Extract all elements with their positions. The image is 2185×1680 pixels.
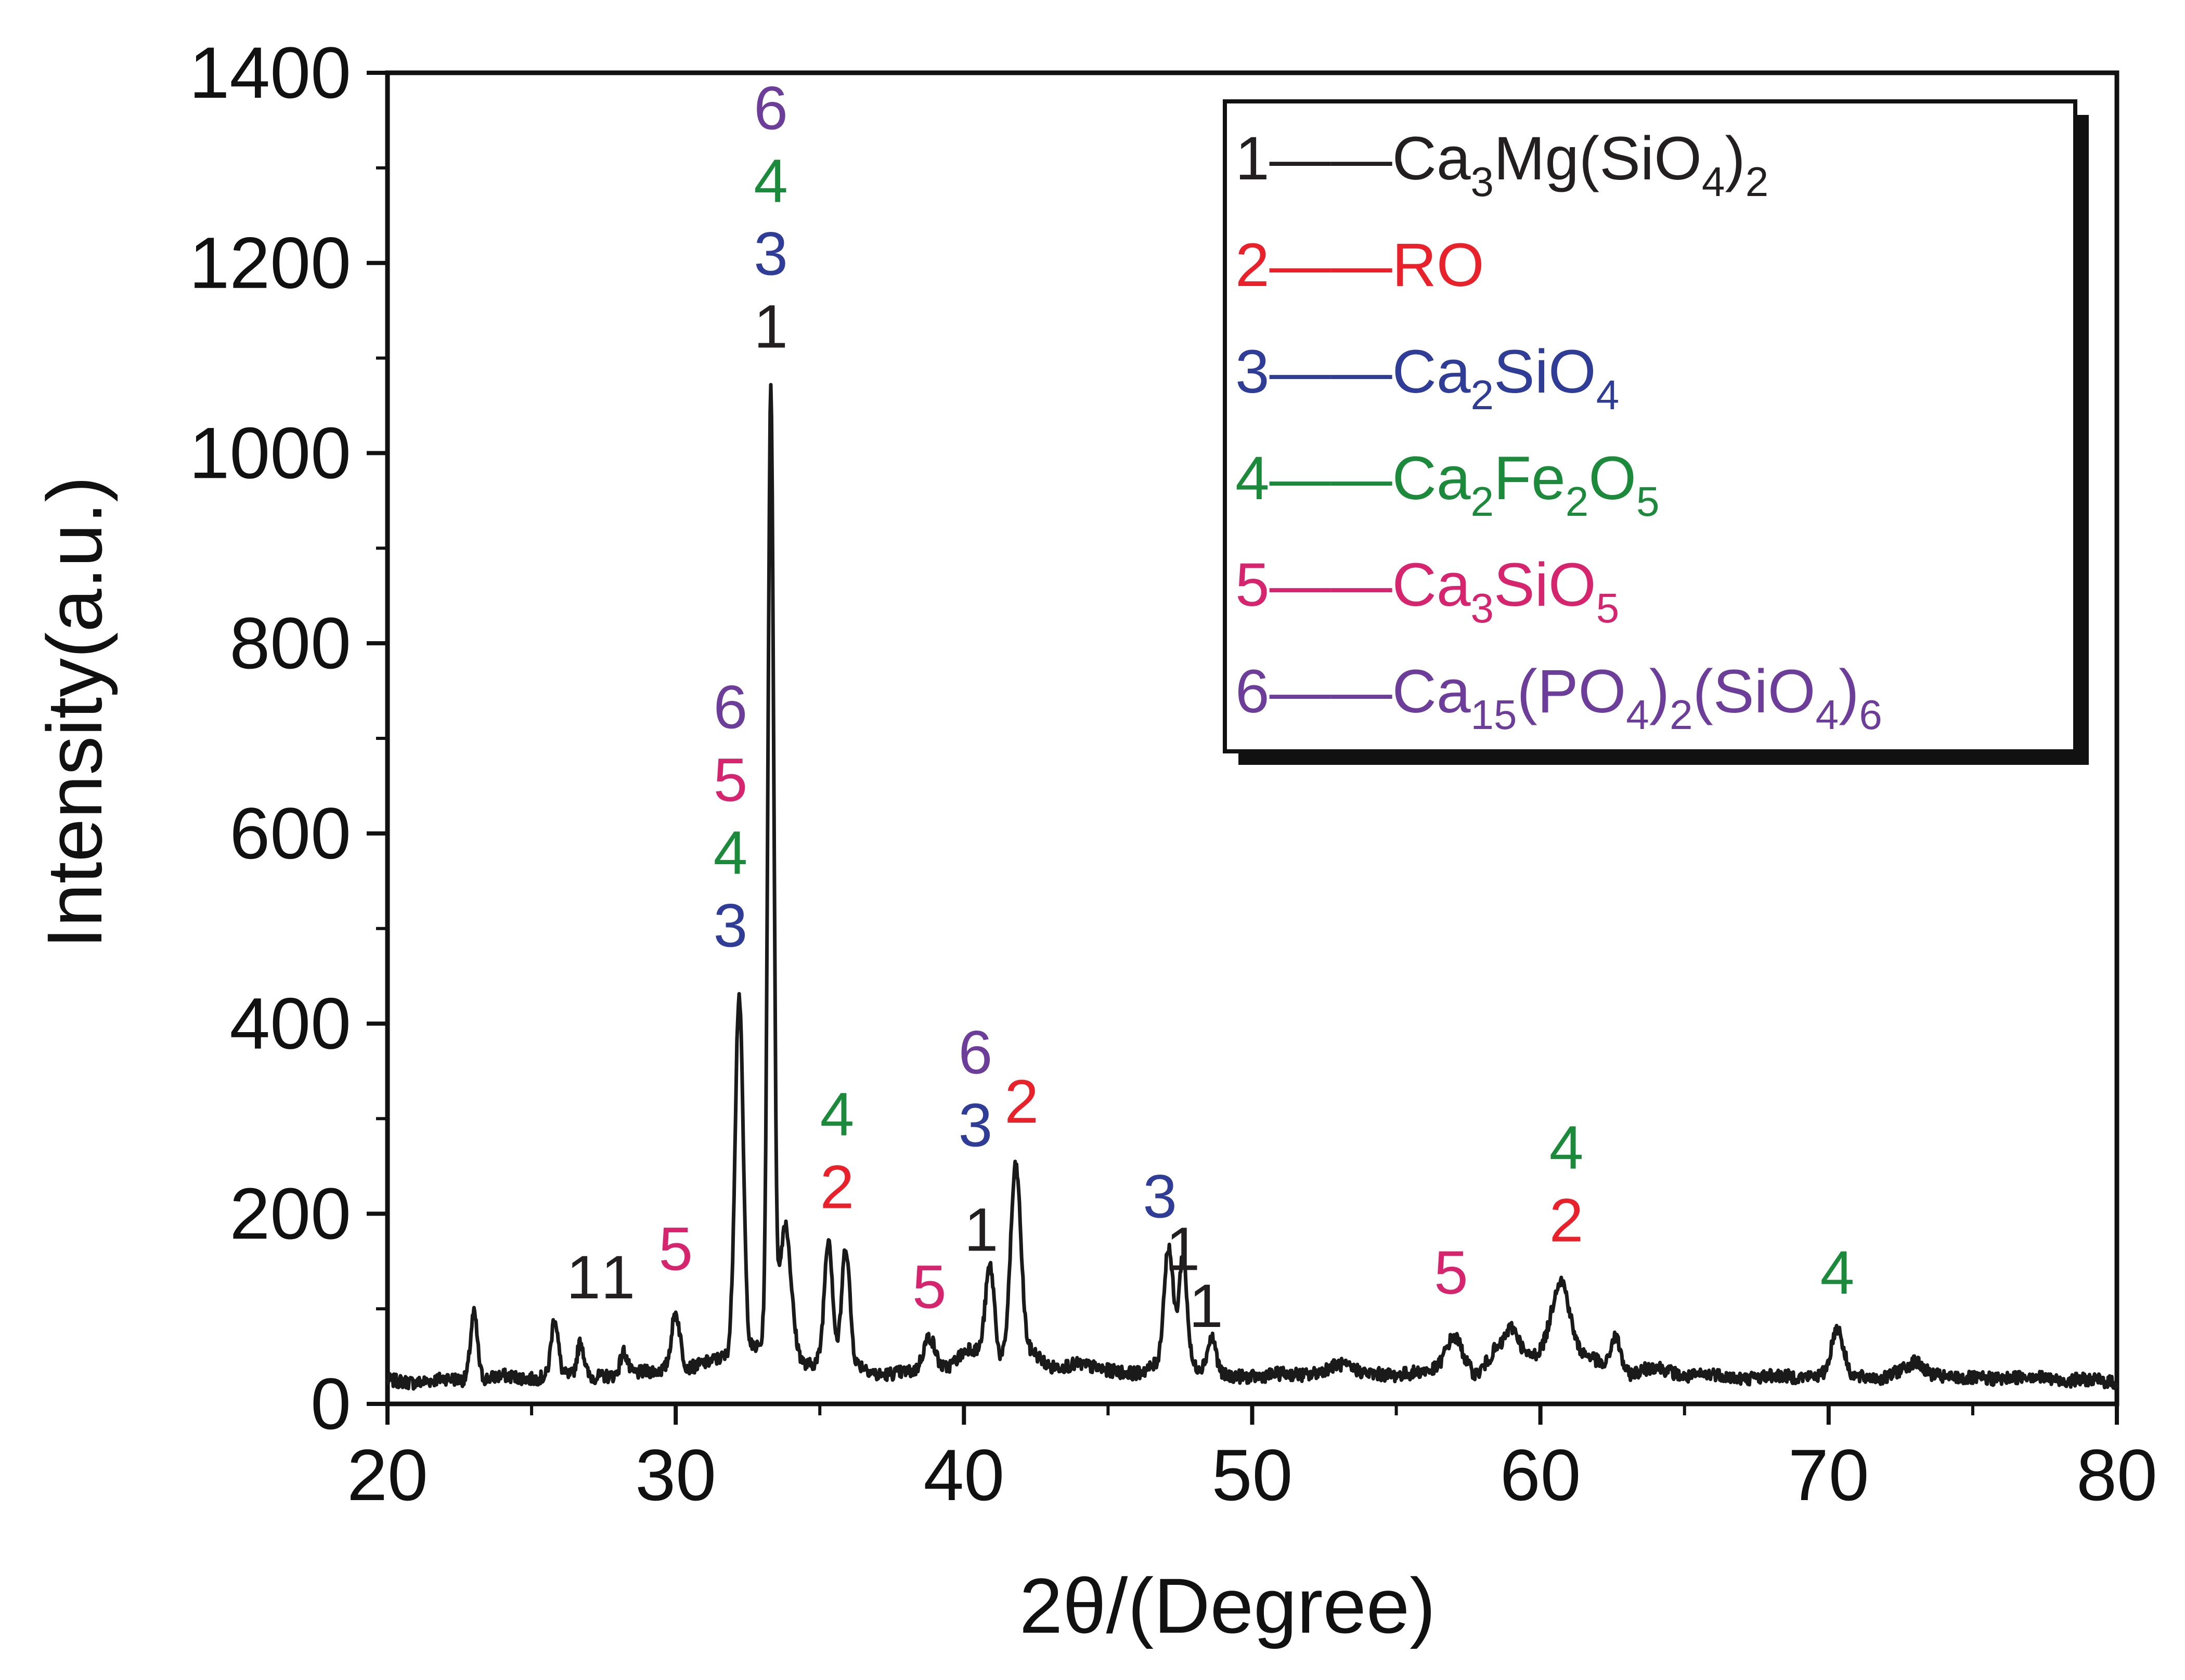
- peak-label-6: 6: [754, 74, 788, 143]
- y-axis-title-group: Intensity(a.u.): [31, 476, 118, 949]
- y-tick-label: 800: [229, 602, 351, 684]
- legend-entry-4: 4——Ca2​Fe2​O5​: [1235, 444, 1660, 525]
- peak-label-2: 2: [1004, 1067, 1039, 1136]
- x-tick-label: 40: [923, 1434, 1004, 1516]
- peak-label-4: 4: [1820, 1239, 1855, 1307]
- legend-entry-5: 5——Ca3​SiO5​: [1235, 551, 1619, 631]
- y-tick-label: 400: [229, 983, 351, 1064]
- legend-entry-3: 3——Ca2​SiO4​: [1235, 337, 1619, 418]
- peak-label-5: 5: [714, 746, 748, 815]
- peak-label-2: 2: [1549, 1186, 1584, 1255]
- y-tick-label: 1400: [189, 32, 351, 113]
- peak-label-5: 5: [912, 1253, 947, 1321]
- peak-label-3: 3: [959, 1091, 993, 1160]
- legend: 1——Ca3​Mg(SiO4​)2​ 2——RO 3——Ca2​SiO4​ 4——Ca…: [1223, 99, 2089, 765]
- peak-label-1: 1: [754, 293, 788, 361]
- legend-entry-2: 2——RO: [1235, 231, 1484, 299]
- peak-label-4: 4: [820, 1080, 855, 1149]
- x-tick-label: 20: [347, 1434, 428, 1516]
- peak-label-1: 1: [964, 1196, 999, 1265]
- x-tick-label: 30: [635, 1434, 716, 1516]
- peak-label-3: 3: [1143, 1163, 1177, 1231]
- legend-entry-6: 6——Ca15​(PO4​)2​(SiO4​)6​: [1235, 657, 1882, 738]
- xrd-series-line: [385, 383, 2119, 1391]
- peak-label-2: 2: [820, 1153, 855, 1221]
- y-axis-title: Intensity(a.u.): [31, 476, 118, 949]
- x-tick-label: 80: [2076, 1434, 2157, 1516]
- y-tick-label: 200: [229, 1173, 351, 1254]
- peak-label-5: 5: [658, 1215, 693, 1283]
- peak-label-5: 5: [1434, 1239, 1468, 1307]
- peak-label-3: 3: [714, 892, 748, 960]
- x-tick-label: 60: [1500, 1434, 1581, 1516]
- peak-label-1: 1: [1189, 1272, 1223, 1340]
- peak-label-4: 4: [714, 819, 748, 888]
- peak-label-3: 3: [754, 220, 788, 289]
- y-tick-label: 1000: [189, 412, 351, 493]
- peak-label-1: 1: [566, 1243, 601, 1312]
- y-tick-label: 0: [311, 1363, 351, 1444]
- peak-label-6: 6: [714, 673, 748, 742]
- peak-label-1: 1: [1166, 1215, 1200, 1283]
- x-tick-label: 50: [1212, 1434, 1293, 1516]
- legend-box: [1223, 99, 2077, 753]
- y-tick-label: 600: [229, 792, 351, 874]
- legend-entry-1: 1——Ca3​Mg(SiO4​)2​: [1235, 124, 1768, 205]
- x-tick-label: 70: [1788, 1434, 1869, 1516]
- peak-label-1: 1: [601, 1243, 636, 1312]
- peak-label-6: 6: [959, 1019, 993, 1087]
- peak-label-4: 4: [754, 147, 788, 216]
- y-tick-label: 1200: [189, 222, 351, 304]
- peak-label-4: 4: [1549, 1113, 1584, 1182]
- x-axis-title: 2θ/(Degree): [1019, 1562, 1436, 1649]
- plot-area: 20 30 40 50 60 70 8002004006008001000120014001…: [189, 32, 2157, 1516]
